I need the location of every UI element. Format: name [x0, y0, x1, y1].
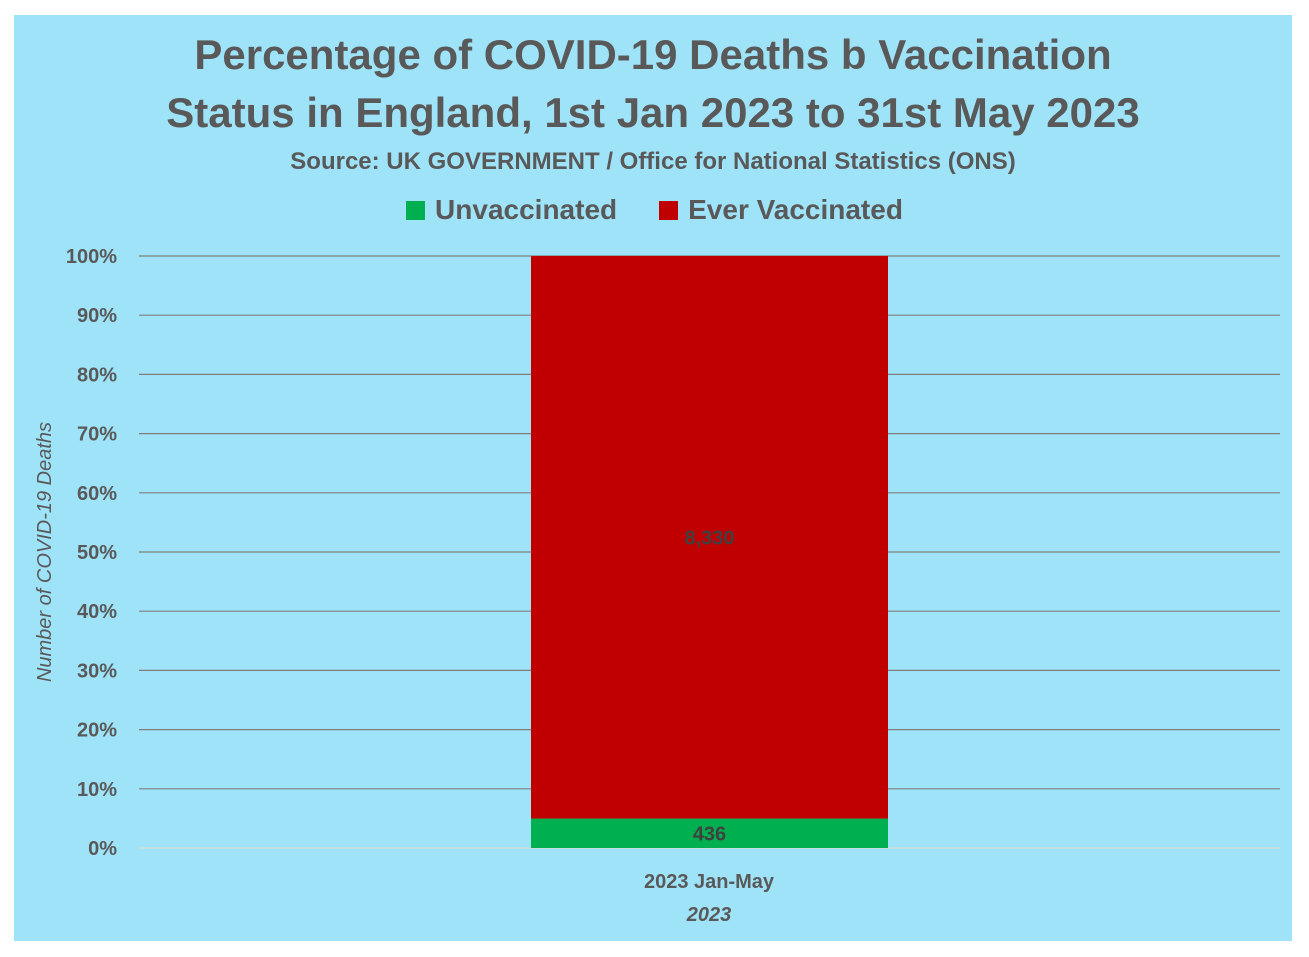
x-tick-label: 2023 Jan-May	[644, 871, 775, 893]
bar-ever-vaccinated	[531, 256, 888, 819]
legend-label-ever-vaccinated: Ever Vaccinated	[688, 194, 903, 225]
y-tick-label: 50%	[77, 542, 117, 564]
y-tick-label: 30%	[77, 660, 117, 682]
x-axis-label: 2023	[686, 904, 732, 926]
y-axis-label: Number of COVID-19 Deaths	[34, 422, 56, 682]
legend-item-ever-vaccinated: Ever Vaccinated	[659, 194, 903, 226]
y-tick-label: 40%	[77, 601, 117, 623]
chart-legend: Unvaccinated Ever Vaccinated	[0, 194, 1309, 226]
y-tick-label: 80%	[77, 364, 117, 386]
y-tick-label: 0%	[88, 838, 117, 860]
y-tick-label: 100%	[66, 246, 117, 268]
legend-swatch-unvaccinated	[406, 200, 426, 220]
y-axis-ticks: 0% 10% 20% 30% 40% 50% 60% 70% 80% 90% 100%	[66, 246, 117, 860]
bars	[531, 256, 888, 848]
y-tick-label: 10%	[77, 779, 117, 801]
legend-item-unvaccinated: Unvaccinated	[406, 194, 617, 226]
chart-title-line-1: Percentage of COVID-19 Deaths b Vaccinat…	[194, 31, 1112, 78]
y-tick-label: 20%	[77, 720, 117, 742]
data-labels: 436 8,330	[684, 527, 734, 845]
bar-unvaccinated	[531, 818, 888, 848]
y-tick-label: 60%	[77, 483, 117, 505]
chart-subtitle: Source: UK GOVERNMENT / Office for Natio…	[290, 148, 1016, 175]
y-tick-label: 90%	[77, 305, 117, 327]
data-label-unvaccinated: 436	[693, 823, 726, 845]
chart-title-line-2: Status in England, 1st Jan 2023 to 31st …	[166, 89, 1140, 136]
legend-label-unvaccinated: Unvaccinated	[435, 194, 618, 225]
y-tick-label: 70%	[77, 424, 117, 446]
legend-swatch-ever-vaccinated	[659, 200, 679, 220]
data-label-ever-vaccinated: 8,330	[684, 527, 734, 549]
